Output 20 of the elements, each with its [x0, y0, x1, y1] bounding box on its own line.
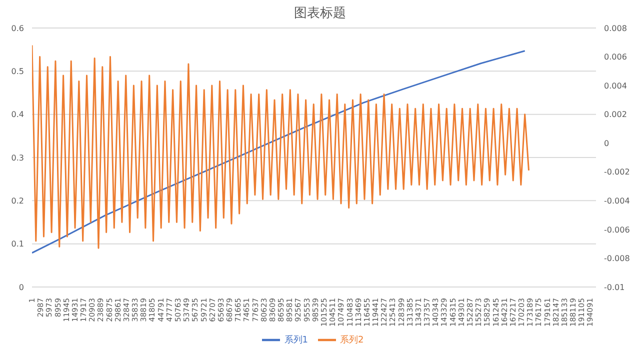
y-tick-label: 0	[18, 282, 24, 292]
legend-label: 系列1	[284, 335, 308, 346]
y2-tick-label: 0.004	[604, 81, 627, 90]
y-tick-label: 0.4	[11, 110, 24, 120]
y-tick-label: 0.1	[11, 240, 24, 249]
y2-tick-label: -0.006	[604, 225, 630, 234]
y-tick-label: 0.2	[11, 196, 24, 206]
y-tick-label: 0.6	[11, 24, 24, 33]
chart-title: 图表标题	[293, 5, 347, 22]
y2-tick-label: -0.004	[604, 196, 630, 206]
y2-tick-label: 0.006	[604, 52, 627, 62]
y2-tick-label: -0.002	[604, 168, 630, 177]
y2-tick-label: 0.002	[604, 110, 627, 120]
legend-label: 系列2	[340, 335, 364, 346]
y2-tick-label: 0.008	[604, 24, 627, 33]
y2-tick-label: -0.008	[604, 254, 630, 264]
y-tick-label: 0.5	[11, 67, 24, 76]
y2-tick-label: 0	[604, 138, 610, 148]
y-tick-label: 0.3	[11, 153, 24, 162]
y2-tick-label: -0.01	[604, 282, 625, 292]
